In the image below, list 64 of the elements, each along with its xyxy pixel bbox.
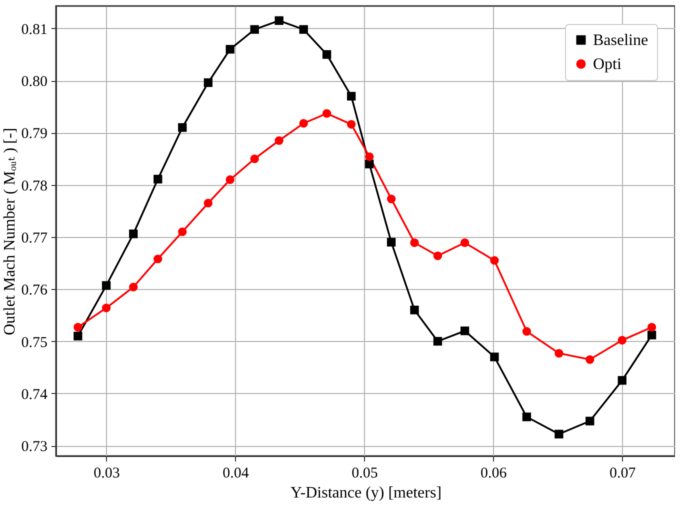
point	[204, 198, 212, 208]
legend-label: Baseline	[593, 32, 648, 49]
point	[346, 120, 356, 129]
point	[154, 254, 162, 264]
point	[490, 352, 499, 362]
point	[250, 25, 259, 34]
point	[522, 327, 532, 336]
y-tick-label: 0.80	[21, 74, 48, 90]
point	[647, 330, 656, 340]
y-tick-label: 0.81	[21, 22, 48, 38]
y-tick-label: 0.76	[21, 282, 48, 299]
point	[410, 238, 419, 248]
point	[102, 281, 111, 290]
x-tick-label: 0.03	[94, 466, 120, 482]
point	[322, 50, 332, 59]
point	[647, 322, 656, 332]
x-axis-title: Y-Distance (y) [meters]	[290, 484, 442, 502]
point	[365, 152, 374, 162]
point	[460, 238, 470, 248]
y-axis-title: Outlet Mach Number ( Mₒᵤₜ ) [-]	[1, 128, 18, 336]
point	[322, 109, 332, 118]
x-tick-label: 0.07	[610, 466, 636, 482]
x-tick-label: 0.04	[222, 466, 250, 482]
point	[522, 412, 532, 422]
y-tick-label: 0.79	[21, 126, 48, 142]
point	[460, 326, 470, 336]
point	[618, 376, 626, 385]
point	[433, 251, 442, 260]
legend-label: Opti	[593, 56, 622, 73]
point	[178, 227, 187, 236]
point	[386, 194, 396, 204]
point	[346, 92, 356, 101]
y-tick-label: 0.77	[21, 230, 48, 246]
point	[274, 16, 284, 25]
point	[74, 322, 82, 332]
x-tick-label: 0.05	[352, 466, 378, 482]
y-tick-label: 0.73	[21, 439, 48, 456]
y-tick-label: 0.75	[21, 334, 48, 351]
point	[386, 238, 396, 247]
point	[299, 119, 308, 128]
point	[410, 306, 419, 314]
point	[204, 78, 212, 87]
point	[74, 332, 82, 340]
point	[299, 25, 308, 34]
point	[102, 304, 111, 312]
point	[154, 174, 162, 184]
point	[226, 175, 234, 184]
x-tick-label: 0.06	[480, 466, 508, 482]
point	[490, 256, 499, 265]
point	[554, 348, 564, 358]
point	[226, 44, 234, 54]
y-tick-label: 0.74	[21, 386, 48, 403]
point	[618, 336, 626, 345]
point	[586, 355, 594, 364]
point	[554, 430, 564, 438]
point	[586, 416, 594, 426]
point	[178, 123, 187, 132]
point	[433, 336, 442, 346]
point	[365, 160, 374, 168]
y-tick-label: 0.78	[21, 178, 48, 194]
point	[250, 154, 259, 164]
point	[129, 230, 138, 238]
point	[129, 282, 138, 292]
point	[274, 136, 284, 145]
